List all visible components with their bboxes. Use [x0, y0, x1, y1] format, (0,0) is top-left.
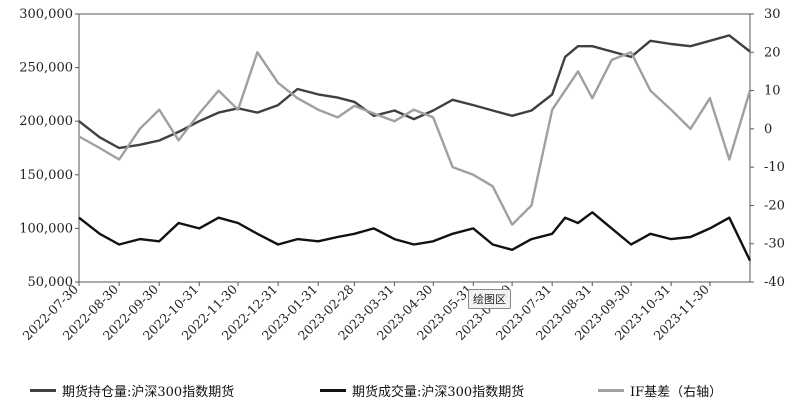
- y-right-tick-label: -40: [764, 275, 785, 290]
- y-right-tick-label: -30: [764, 237, 785, 252]
- legend-swatch-open-interest: [30, 389, 56, 392]
- y-right-tick-label: 10: [764, 84, 781, 99]
- y-right-tick-label: 0: [764, 122, 772, 137]
- legend-swatch-volume: [320, 389, 346, 392]
- series-line-0: [78, 34, 751, 150]
- legend-item-basis: IF基差（右轴）: [598, 381, 722, 400]
- legend-label-basis: IF基差（右轴）: [630, 385, 723, 400]
- y-left-tick-label: 150,000: [19, 168, 73, 183]
- plot-frame: [78, 13, 751, 283]
- y-left-tick-label: 250,000: [19, 61, 73, 76]
- legend-item-open-interest: 期货持仓量:沪深300指数期货: [30, 381, 234, 400]
- y-right-tick-label: -20: [764, 198, 785, 213]
- legend: 期货持仓量:沪深300指数期货 期货成交量:沪深300指数期货 IF基差（右轴）: [30, 381, 790, 401]
- y-right-tick-label: 30: [764, 7, 781, 22]
- plot-area-tag[interactable]: 绘图区: [468, 289, 511, 309]
- y-left-tick-label: 50,000: [28, 275, 74, 290]
- legend-label-volume: 期货成交量:沪深300指数期货: [352, 385, 525, 400]
- y-left-tick-label: 100,000: [19, 221, 73, 236]
- legend-swatch-basis: [598, 389, 624, 392]
- y-left-tick-label: 200,000: [19, 114, 73, 129]
- y-left-tick-label: 300,000: [19, 7, 73, 22]
- y-right-tick-label: -10: [764, 160, 785, 175]
- series-line-1: [78, 211, 752, 262]
- legend-label-open-interest: 期货持仓量:沪深300指数期货: [62, 385, 235, 400]
- legend-item-volume: 期货成交量:沪深300指数期货: [320, 381, 524, 400]
- series-line-2: [78, 51, 752, 226]
- y-right-tick-label: 20: [764, 45, 781, 60]
